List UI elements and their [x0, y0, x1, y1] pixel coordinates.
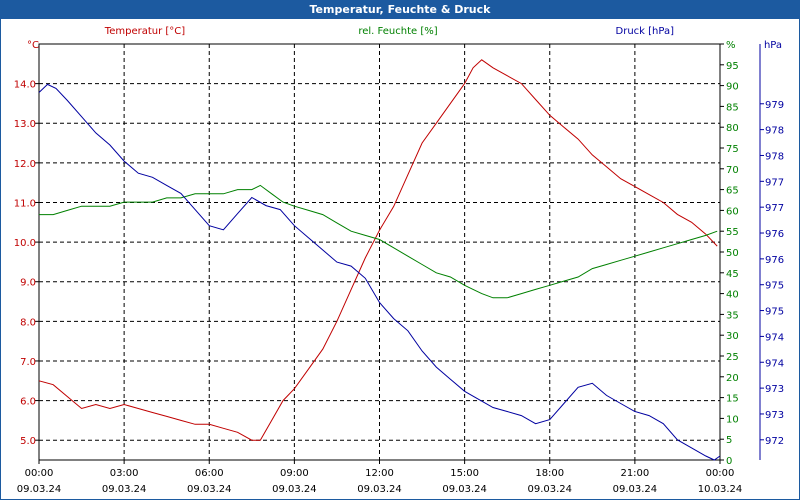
pressure-tick-label: 978 [765, 151, 784, 162]
pressure-tick-label: 974 [765, 358, 784, 369]
x-tick-date: 09.03.24 [187, 484, 232, 495]
humidity-tick-label: 20 [726, 373, 739, 384]
humidity-tick-label: 30 [726, 331, 739, 342]
tick-labels: 00:00 09.03.24 03:00 09.03.24 06:00 09.03.24 0… [14, 40, 784, 495]
temp-tick-label: 12.0 [14, 159, 36, 170]
humidity-tick-label: 95 [726, 61, 739, 72]
x-tick-time: 00:00 [706, 468, 735, 479]
humidity-tick-label: 15 [726, 394, 739, 405]
temp-tick-label: 14.0 [14, 80, 36, 91]
humidity-tick-label: 50 [726, 248, 739, 259]
humidity-tick-label: 65 [726, 186, 739, 197]
humidity-tick-label: 45 [726, 269, 739, 280]
pressure-tick-label: 976 [765, 255, 784, 266]
humidity-tick-label: 70 [726, 165, 739, 176]
x-tick-time: 18:00 [535, 468, 564, 479]
humidity-tick-label: 75 [726, 144, 739, 155]
x-tick-time: 03:00 [110, 468, 139, 479]
x-tick-time: 15:00 [450, 468, 479, 479]
humidity-tick-label: 25 [726, 352, 739, 363]
temp-tick-label: 10.0 [14, 238, 36, 249]
legend: Temperatur [°C] rel. Feuchte [%] Druck [hP… [104, 26, 674, 37]
x-tick-time: 00:00 [25, 468, 54, 479]
pressure-tick-label: 976 [765, 229, 784, 240]
series-line-humidity [39, 184, 718, 299]
x-tick-time: 21:00 [620, 468, 649, 479]
humidity-tick-label: 40 [726, 290, 739, 301]
legend-entry: Druck [hPa] [616, 26, 675, 37]
temp-unit-label: °C [27, 40, 39, 51]
temp-tick-label: 5.0 [20, 436, 36, 447]
humidity-tick-label: 0 [726, 456, 732, 467]
x-tick-date: 10.03.24 [698, 484, 743, 495]
series-lines [38, 59, 721, 461]
humidity-tick-label: 10 [726, 414, 739, 425]
x-tick-time: 09:00 [280, 468, 309, 479]
pressure-tick-label: 979 [765, 100, 784, 111]
pressure-tick-label: 975 [765, 281, 784, 292]
pressure-unit-label: hPa [764, 40, 782, 51]
legend-entry: Temperatur [°C] [104, 26, 185, 37]
x-tick-time: 06:00 [195, 468, 224, 479]
x-tick-date: 09.03.24 [102, 484, 147, 495]
humidity-tick-label: 5 [726, 435, 732, 446]
humidity-tick-label: 90 [726, 82, 739, 93]
pressure-tick-label: 977 [765, 177, 784, 188]
pressure-tick-label: 972 [765, 436, 784, 447]
series-line-temperature [38, 59, 718, 441]
humidity-tick-label: % [726, 40, 736, 51]
temp-tick-label: 11.0 [14, 198, 36, 209]
legend-entry: rel. Feuchte [%] [358, 26, 437, 37]
temp-tick-label: 6.0 [20, 397, 36, 408]
temp-tick-label: 7.0 [20, 357, 36, 368]
x-tick-time: 12:00 [365, 468, 394, 479]
humidity-tick-label: 80 [726, 123, 739, 134]
pressure-tick-label: 977 [765, 203, 784, 214]
humidity-tick-label: 55 [726, 227, 739, 238]
x-tick-date: 09.03.24 [613, 484, 658, 495]
grid [39, 44, 720, 460]
temp-tick-label: 13.0 [14, 119, 36, 130]
x-tick-date: 09.03.24 [357, 484, 402, 495]
pressure-tick-label: 973 [765, 410, 784, 421]
temp-tick-label: 9.0 [20, 278, 36, 289]
pressure-tick-label: 974 [765, 332, 784, 343]
pressure-tick-label: 975 [765, 307, 784, 318]
x-tick-date: 09.03.24 [17, 484, 62, 495]
x-tick-date: 09.03.24 [272, 484, 317, 495]
axes [35, 43, 764, 464]
pressure-tick-label: 973 [765, 384, 784, 395]
humidity-tick-label: 60 [726, 206, 739, 217]
x-tick-date: 09.03.24 [442, 484, 487, 495]
humidity-tick-label: 35 [726, 310, 739, 321]
series-line-pressure [38, 83, 721, 461]
humidity-tick-label: 85 [726, 102, 739, 113]
pressure-tick-label: 978 [765, 126, 784, 137]
temp-tick-label: 8.0 [20, 317, 36, 328]
x-tick-date: 09.03.24 [527, 484, 572, 495]
window-title: Temperatur, Feuchte & Druck [1, 1, 799, 19]
